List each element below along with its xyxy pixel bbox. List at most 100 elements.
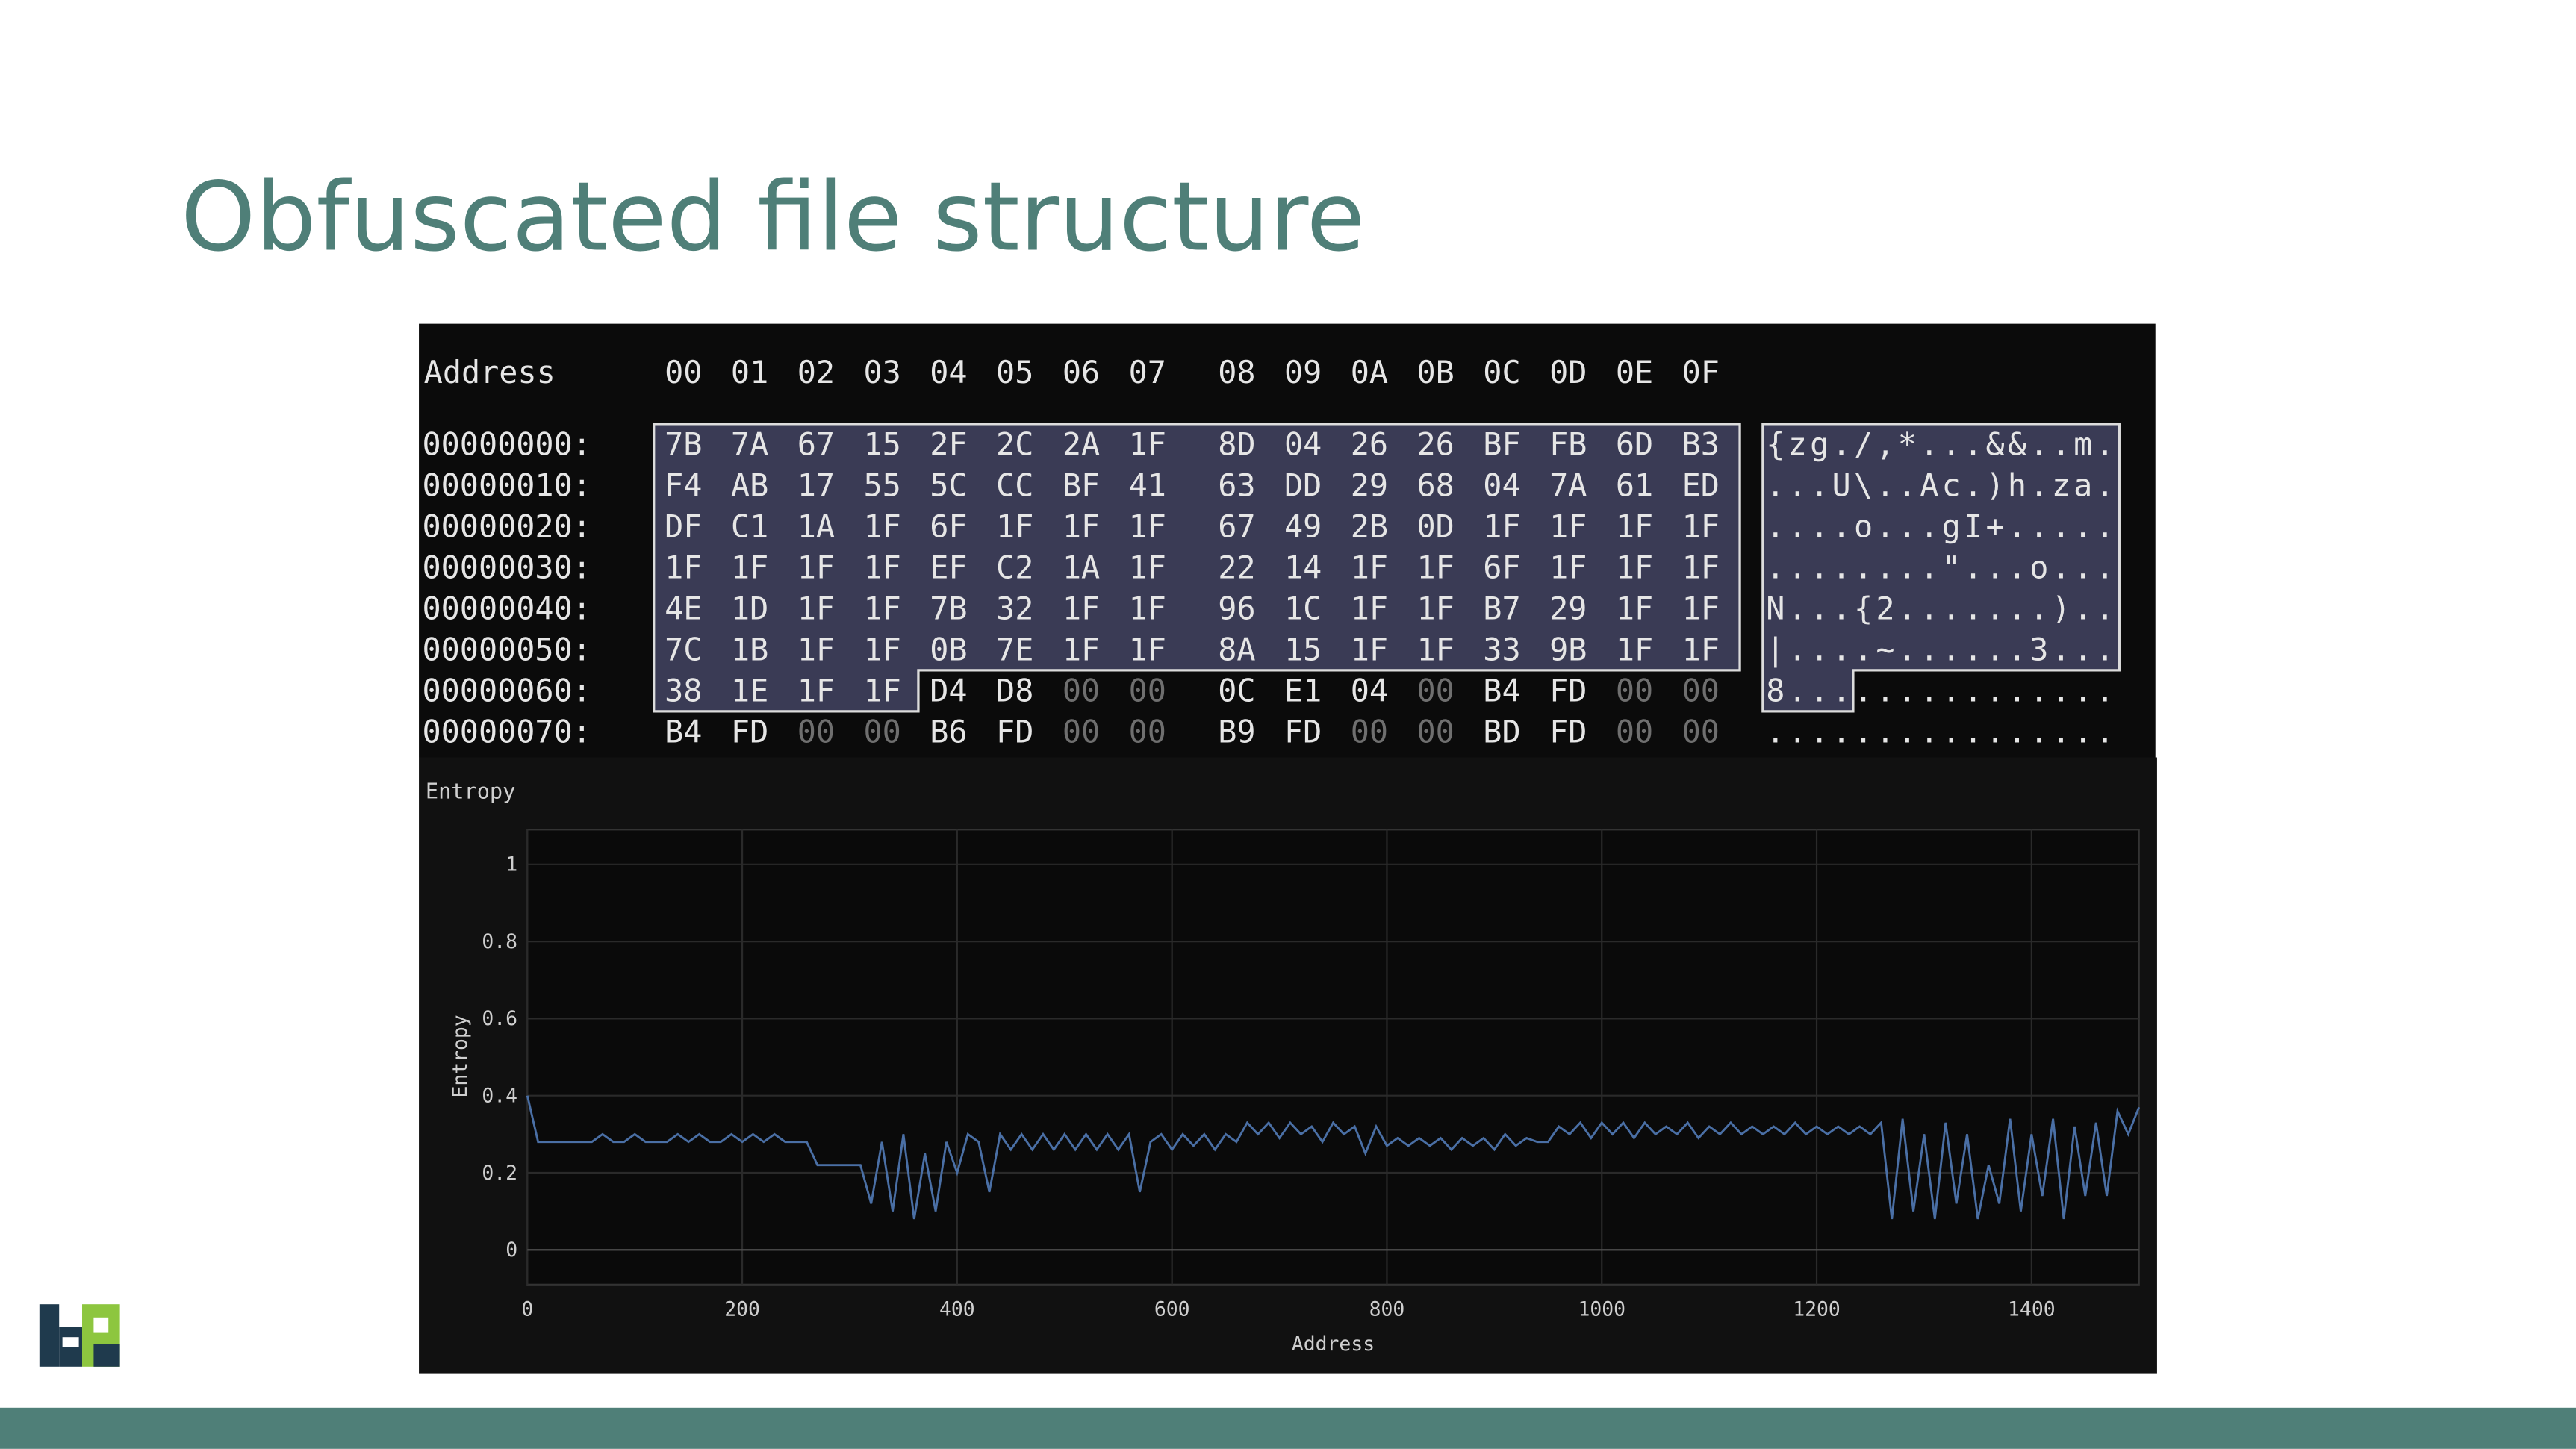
hex-byte: 1F [863, 673, 900, 709]
y-axis-label: Entropy [449, 1015, 472, 1097]
hex-byte: 1F [1549, 508, 1587, 545]
hex-byte: 1F [1129, 632, 1166, 668]
hex-byte: 1F [1616, 632, 1653, 668]
hex-byte: 8A [1218, 632, 1255, 668]
x-tick-label: 1400 [2008, 1298, 2056, 1321]
hex-byte: B3 [1682, 426, 1720, 463]
hex-byte: 1F [1417, 590, 1455, 627]
hex-byte: BD [1483, 714, 1520, 750]
hex-byte: 2C [996, 426, 1033, 463]
hex-column-label: 02 [797, 354, 835, 390]
hex-byte: 1F [797, 632, 835, 668]
hex-byte: B9 [1218, 714, 1255, 750]
x-tick-label: 1000 [1578, 1298, 1625, 1321]
hex-address: 00000020: [422, 508, 591, 545]
hex-byte: 1F [1129, 508, 1166, 545]
hex-byte: 1F [1129, 590, 1166, 627]
x-tick-label: 800 [1369, 1298, 1405, 1321]
hex-byte: 9B [1549, 632, 1587, 668]
hex-byte: 0D [1417, 508, 1455, 545]
hex-byte: 15 [863, 426, 900, 463]
hex-byte: 1F [1616, 549, 1653, 586]
hex-byte: 33 [1483, 632, 1520, 668]
hex-byte: 6F [930, 508, 967, 545]
logo-part [93, 1317, 109, 1333]
hex-column-label: 05 [996, 354, 1033, 390]
x-tick-label: 400 [939, 1298, 975, 1321]
hex-column-label: 0F [1682, 354, 1720, 390]
y-tick-label: 0.6 [482, 1007, 517, 1030]
hex-byte: 15 [1284, 632, 1322, 668]
hex-address: 00000030: [422, 549, 591, 586]
hex-byte: 1F [863, 590, 900, 627]
hex-byte: 17 [797, 467, 835, 504]
y-tick-label: 0.8 [482, 930, 517, 953]
hex-byte: 00 [1063, 714, 1100, 750]
hex-byte: FD [1284, 714, 1322, 750]
hex-byte: C1 [731, 508, 768, 545]
hex-byte: 1F [1616, 508, 1653, 545]
hex-header-label: Address [424, 354, 556, 390]
hex-byte: 1F [1063, 632, 1100, 668]
hex-byte: 14 [1284, 549, 1322, 586]
hex-byte: 1F [1682, 549, 1720, 586]
hex-byte: 1F [797, 590, 835, 627]
hex-byte: AB [731, 467, 768, 504]
hex-byte: 1F [665, 549, 702, 586]
y-tick-label: 0.2 [482, 1162, 517, 1185]
hex-byte: 1B [731, 632, 768, 668]
hex-column-label: 04 [930, 354, 967, 390]
hex-byte: 1F [731, 549, 768, 586]
hex-byte: 1F [1129, 426, 1166, 463]
x-tick-label: 0 [521, 1298, 533, 1321]
hex-byte: 4E [665, 590, 702, 627]
hex-byte: 2F [930, 426, 967, 463]
logo-part [62, 1337, 79, 1347]
hex-byte: 55 [863, 467, 900, 504]
hex-byte: 1F [1063, 590, 1100, 627]
hex-byte: 26 [1417, 426, 1455, 463]
hex-byte: 1F [1351, 632, 1388, 668]
hex-byte: FD [1549, 673, 1587, 709]
hex-byte: 0C [1218, 673, 1255, 709]
hex-byte: E1 [1284, 673, 1322, 709]
hex-byte: 5C [930, 467, 967, 504]
hex-byte: 7E [996, 632, 1033, 668]
hex-column-label: 0A [1351, 354, 1388, 390]
hex-byte: 2A [1063, 426, 1100, 463]
hex-byte: D4 [930, 673, 967, 709]
hex-byte: 00 [1417, 673, 1455, 709]
x-tick-label: 1200 [1793, 1298, 1841, 1321]
entropy-line [526, 1095, 2141, 1220]
hex-byte: 1F [1417, 549, 1455, 586]
hex-byte: 00 [1063, 673, 1100, 709]
hex-byte: 67 [797, 426, 835, 463]
hex-byte: ED [1682, 467, 1720, 504]
y-tick-label: 0.4 [482, 1085, 517, 1108]
x-axis-label: Address [1292, 1333, 1375, 1356]
hex-byte: 00 [1682, 714, 1720, 750]
hex-byte: 26 [1351, 426, 1388, 463]
hex-column-label: 08 [1218, 354, 1255, 390]
x-tick-label: 600 [1154, 1298, 1190, 1321]
hex-address: 00000010: [422, 467, 591, 504]
hex-byte: 7B [665, 426, 702, 463]
hex-byte: 1F [863, 508, 900, 545]
hex-byte: 8D [1218, 426, 1255, 463]
hex-byte: 1F [1417, 632, 1455, 668]
slide-title: Obfuscated file structure [181, 163, 1365, 273]
hex-column-label: 06 [1063, 354, 1100, 390]
hex-byte: 1F [1351, 590, 1388, 627]
hex-byte: 7B [930, 590, 967, 627]
hex-byte: B4 [665, 714, 702, 750]
hex-column-label: 00 [665, 354, 702, 390]
hex-byte: 1F [1682, 590, 1720, 627]
x-tick-label: 200 [724, 1298, 760, 1321]
hex-byte: FB [1549, 426, 1587, 463]
hex-byte: EF [930, 549, 967, 586]
hex-byte: 00 [1417, 714, 1455, 750]
hex-address: 00000070: [422, 714, 591, 750]
hex-byte: F4 [665, 467, 702, 504]
hex-byte: 68 [1417, 467, 1455, 504]
hex-byte: 1F [1351, 549, 1388, 586]
